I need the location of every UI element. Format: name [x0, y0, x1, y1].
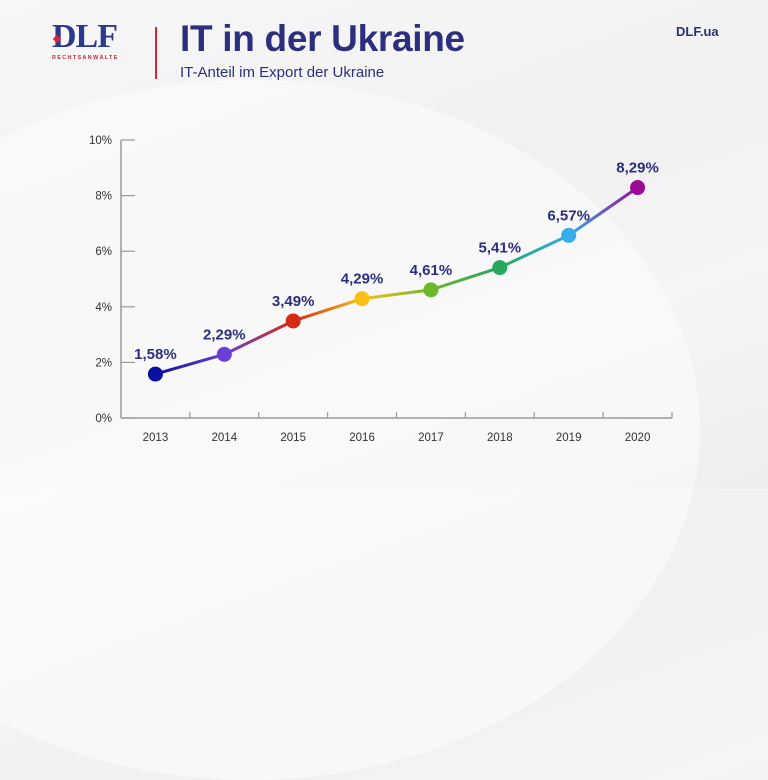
data-label: 4,29% — [341, 271, 384, 288]
y-tick-label: 0% — [95, 413, 112, 425]
x-tick-label: 2015 — [280, 432, 306, 444]
data-point — [285, 313, 301, 329]
line-segment — [155, 352, 225, 376]
line-segment — [361, 288, 432, 301]
data-point — [630, 180, 646, 196]
data-point — [354, 291, 370, 307]
data-point — [561, 227, 577, 243]
data-label: 3,49% — [272, 293, 315, 310]
data-point — [216, 346, 232, 362]
series-lines — [155, 186, 639, 376]
y-tick-label: 6% — [95, 246, 112, 258]
site-link[interactable]: DLF.ua — [676, 24, 719, 39]
line-segment — [292, 297, 363, 323]
data-label: 8,29% — [616, 160, 659, 177]
logo-subtext: RECHTSANWÄLTE — [52, 55, 119, 61]
data-point — [492, 260, 508, 276]
x-tick-label: 2019 — [556, 432, 582, 444]
x-tick-label: 2016 — [349, 432, 375, 444]
y-tick-label: 4% — [95, 302, 112, 314]
y-tick-label: 2% — [95, 357, 112, 369]
line-chart: 0% 2% 4% 6% 8% 10% 2013 2014 2015 2016 2017 2018 201… — [89, 135, 673, 444]
line-segment — [499, 233, 570, 269]
header-divider — [155, 27, 157, 79]
data-label: 2,29% — [203, 326, 246, 343]
x-tick-label: 2017 — [418, 432, 444, 444]
line-segment — [223, 319, 294, 356]
x-tick-label: 2020 — [625, 432, 651, 444]
line-segment — [567, 186, 639, 237]
page-subtitle: IT-Anteil im Export der Ukraine — [180, 64, 385, 81]
dlf-logo: DLF RECHTSANWÄLTE — [52, 18, 132, 62]
y-tick-label: 8% — [95, 191, 112, 203]
x-tick-label: 2014 — [212, 432, 238, 444]
line-segment — [430, 266, 501, 292]
series-points — [147, 180, 646, 382]
logo-text: DLF — [52, 18, 118, 55]
data-point — [147, 366, 163, 382]
page-title: IT in der Ukraine — [180, 18, 465, 59]
data-label: 5,41% — [479, 240, 522, 257]
data-label: 6,57% — [547, 207, 590, 224]
y-tick-label: 10% — [89, 135, 112, 147]
data-point — [423, 282, 439, 298]
data-label: 4,61% — [410, 262, 453, 279]
data-label: 1,58% — [134, 346, 177, 363]
x-tick-label: 2013 — [143, 432, 169, 444]
data-labels: 1,58% 2,29% 3,49% 4,29% 4,61% 5,41% 6,57% 8,29% — [134, 160, 659, 364]
x-tick-label: 2018 — [487, 432, 513, 444]
axes: 0% 2% 4% 6% 8% 10% 2013 2014 2015 2016 2017 2018 201… — [89, 135, 673, 444]
